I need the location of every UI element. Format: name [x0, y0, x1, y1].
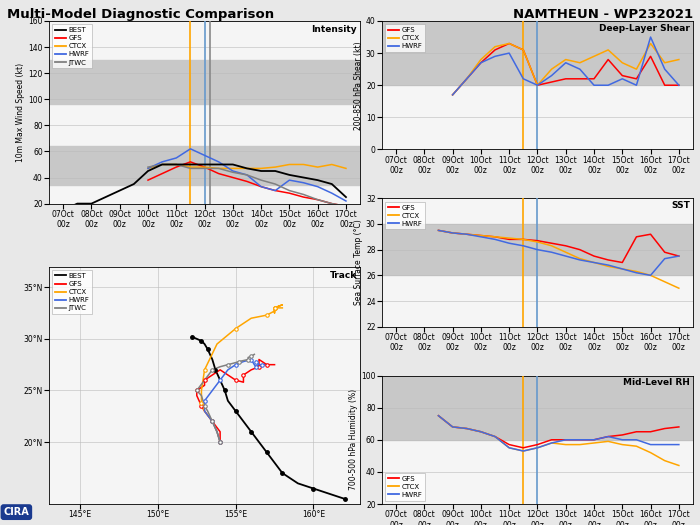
Text: CIRA: CIRA	[4, 507, 29, 517]
Bar	[382, 375, 693, 440]
Legend: BEST, GFS, CTCX, HWRF, JTWC: BEST, GFS, CTCX, HWRF, JTWC	[52, 25, 92, 68]
Y-axis label: Sea Surface Temp (°C): Sea Surface Temp (°C)	[354, 219, 363, 306]
Legend: GFS, CTCX, HWRF: GFS, CTCX, HWRF	[386, 473, 425, 500]
Text: Track: Track	[330, 271, 357, 280]
Legend: GFS, CTCX, HWRF: GFS, CTCX, HWRF	[386, 25, 425, 52]
Text: Mid-Level RH: Mid-Level RH	[623, 378, 690, 387]
Y-axis label: 10m Max Wind Speed (kt): 10m Max Wind Speed (kt)	[17, 63, 25, 162]
Bar	[382, 224, 693, 275]
Y-axis label: 700-500 hPa Humidity (%): 700-500 hPa Humidity (%)	[349, 389, 358, 490]
Bar	[382, 21, 693, 85]
Text: NAMTHEUN - WP232021: NAMTHEUN - WP232021	[513, 8, 693, 21]
Text: Multi-Model Diagnostic Comparison: Multi-Model Diagnostic Comparison	[7, 8, 274, 21]
Text: Intensity: Intensity	[312, 25, 357, 34]
Y-axis label: 200-850 hPa Shear (kt): 200-850 hPa Shear (kt)	[354, 41, 363, 130]
Bar	[49, 60, 360, 104]
Text: SST: SST	[671, 201, 690, 210]
Bar	[49, 146, 360, 185]
Legend: GFS, CTCX, HWRF: GFS, CTCX, HWRF	[386, 202, 425, 229]
Text: Deep-Layer Shear: Deep-Layer Shear	[599, 24, 690, 33]
Legend: BEST, GFS, CTCX, HWRF, JTWC: BEST, GFS, CTCX, HWRF, JTWC	[52, 270, 92, 314]
